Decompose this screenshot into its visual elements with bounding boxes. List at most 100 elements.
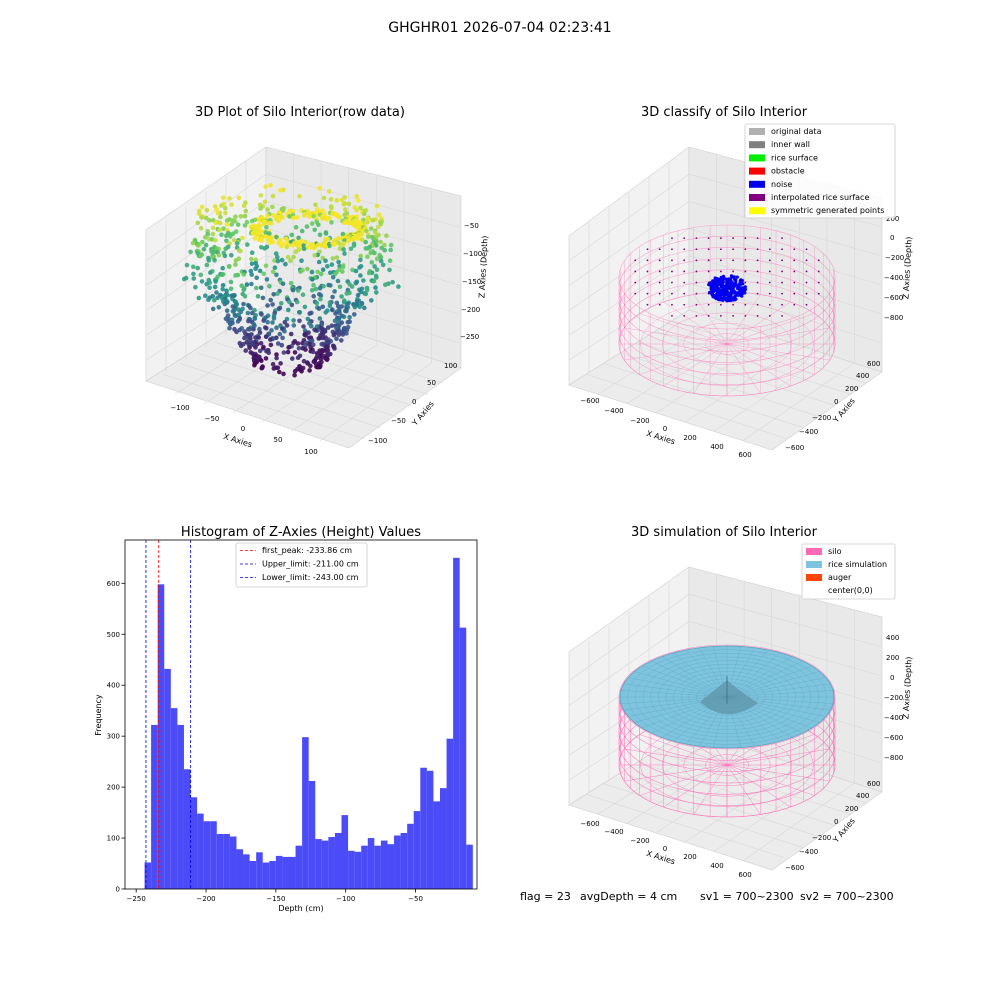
raw-point [279, 257, 285, 263]
raw-point [271, 213, 276, 218]
interpolated-point [756, 292, 759, 295]
raw-point [295, 243, 301, 248]
noise-point [725, 283, 729, 287]
gridline [654, 331, 851, 395]
histogram-bar [223, 833, 230, 889]
raw-plot-title: 3D Plot of Silo Interior(row data) [195, 105, 405, 120]
interpolated-point [695, 303, 698, 306]
cls-y-tick: 200 [845, 385, 858, 393]
gridline [637, 761, 835, 826]
classify-legend-item-swatch [749, 167, 765, 175]
raw-point [388, 242, 394, 248]
raw-point [206, 297, 211, 303]
raw-point [316, 222, 321, 228]
histogram-bar [439, 788, 447, 889]
interpolated-point [781, 281, 783, 284]
interpolated-point [658, 292, 661, 295]
raw-point [330, 307, 335, 313]
interpolated-point [671, 237, 673, 240]
histogram-bar [243, 854, 250, 889]
raw-point [374, 243, 379, 248]
interpolated-point [695, 237, 698, 240]
raw-point [285, 254, 291, 260]
histogram-bar [302, 737, 309, 889]
raw-point [328, 283, 333, 288]
histogram-y-tick-label: 500 [107, 631, 120, 639]
raw-point [305, 316, 311, 322]
raw-point [259, 365, 265, 371]
raw-point [352, 312, 357, 317]
silo-base-spoke [726, 764, 815, 796]
raw-point [336, 214, 342, 220]
interpolated-point [707, 248, 710, 251]
raw-point [357, 265, 362, 270]
raw-point [274, 352, 279, 357]
raw-point [275, 291, 280, 297]
histogram-bar [426, 770, 434, 889]
raw-point [253, 285, 259, 291]
interpolated-point [756, 303, 759, 306]
raw-x-ticks: −100 −50 0 50 100 [170, 404, 317, 456]
raw-x-tick: 50 [274, 436, 283, 444]
raw-point [271, 316, 277, 321]
raw-point [243, 348, 248, 353]
raw-point [325, 353, 331, 358]
interpolated-point [756, 259, 759, 262]
classify-legend-item-swatch [749, 154, 765, 162]
raw-point [255, 294, 261, 299]
raw-point [325, 264, 330, 269]
histogram-bar [374, 845, 381, 889]
raw-x-tick: −50 [205, 415, 220, 423]
raw-point [307, 368, 312, 373]
raw-point [329, 205, 334, 211]
raw-point [294, 299, 300, 305]
interpolated-point [634, 281, 637, 284]
raw-point [276, 306, 282, 312]
raw-point [258, 341, 264, 346]
gridline [248, 320, 444, 384]
raw-point [284, 244, 290, 250]
status-sv1: sv1 = 700~2300 [700, 890, 794, 903]
interpolated-point [671, 248, 673, 251]
sim-y-tick: 0 [834, 818, 838, 826]
histogram-y-tick-label: 300 [107, 733, 120, 741]
histogram-x-label: Depth (cm) [278, 904, 323, 913]
histogram-bar [453, 557, 460, 889]
raw-point [346, 201, 352, 207]
raw-point [358, 289, 364, 295]
raw-point [263, 184, 269, 189]
gridline [231, 331, 428, 395]
silo-base-spoke [663, 764, 728, 808]
interpolated-point [646, 281, 649, 284]
interpolated-point [719, 237, 722, 240]
raw-point [292, 368, 298, 374]
raw-point [318, 293, 324, 298]
raw-point [265, 319, 271, 325]
raw-point [224, 222, 230, 227]
raw-point [299, 228, 305, 234]
raw-point [317, 316, 323, 321]
raw-point [261, 271, 267, 277]
raw-point [344, 331, 349, 336]
raw-point [297, 194, 302, 199]
raw-point [366, 270, 372, 276]
interpolated-point [817, 270, 820, 273]
raw-point [195, 243, 201, 248]
simulation-3d-plot: 3D simulation of Silo Interior −600 −400… [568, 525, 914, 879]
raw-point [275, 341, 281, 346]
raw-point [279, 301, 284, 306]
raw-y-tick: 0 [412, 398, 416, 406]
interpolated-point [707, 303, 710, 306]
raw-point [213, 238, 218, 243]
raw-point [223, 205, 228, 211]
raw-point [321, 283, 326, 289]
noise-point [730, 274, 734, 278]
histogram-bar [275, 855, 283, 889]
interpolated-point [646, 270, 649, 273]
raw-point [281, 350, 287, 355]
interpolated-point [646, 259, 649, 262]
raw-point [222, 301, 228, 307]
raw-point [303, 343, 309, 348]
raw-point [220, 286, 225, 292]
raw-point [300, 292, 306, 298]
